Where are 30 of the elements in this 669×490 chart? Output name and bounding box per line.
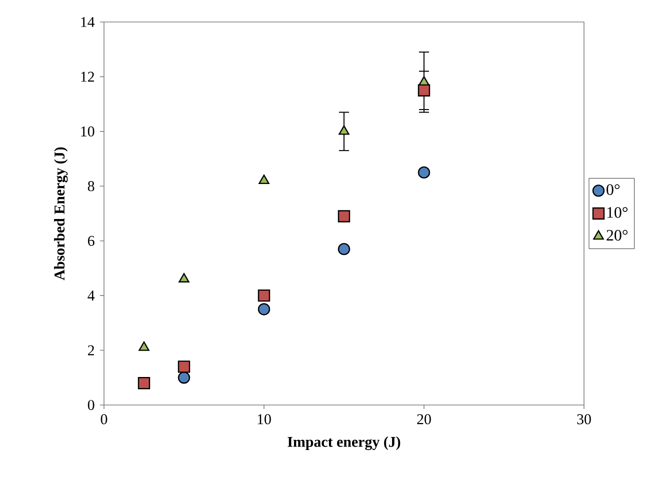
legend-label: 10° — [607, 207, 628, 218]
legend-label: 0° — [606, 184, 620, 196]
point — [338, 125, 350, 135]
point — [178, 360, 190, 373]
point — [138, 377, 150, 390]
legend-label: 20° — [606, 230, 628, 241]
y-tick-label: 0 — [88, 400, 94, 410]
y-axis-title: Absorbed Energy (J) — [54, 147, 68, 280]
y-tick-label: 10 — [81, 126, 94, 136]
y-tick-label: 4 — [88, 290, 95, 300]
point — [258, 289, 270, 302]
y-tick-label: 14 — [81, 17, 95, 27]
point — [258, 174, 270, 184]
x-tick-label: 10 — [258, 414, 271, 424]
point — [338, 210, 350, 222]
point — [178, 372, 190, 384]
x-tick-label: 0 — [100, 414, 108, 424]
y-tick-label: 8 — [88, 181, 94, 192]
y-tick-label: 12 — [81, 72, 94, 82]
point — [178, 273, 190, 283]
y-tick-label: 2 — [88, 345, 94, 356]
x-tick-label: 30 — [577, 414, 591, 424]
point — [418, 84, 430, 96]
point — [338, 242, 350, 256]
x-axis-title: Impact energy (J) — [288, 436, 400, 450]
y-tick-label: 6 — [88, 236, 94, 246]
point — [258, 303, 270, 316]
point — [418, 166, 430, 179]
x-tick-label: 20 — [417, 414, 431, 424]
point — [418, 76, 430, 86]
